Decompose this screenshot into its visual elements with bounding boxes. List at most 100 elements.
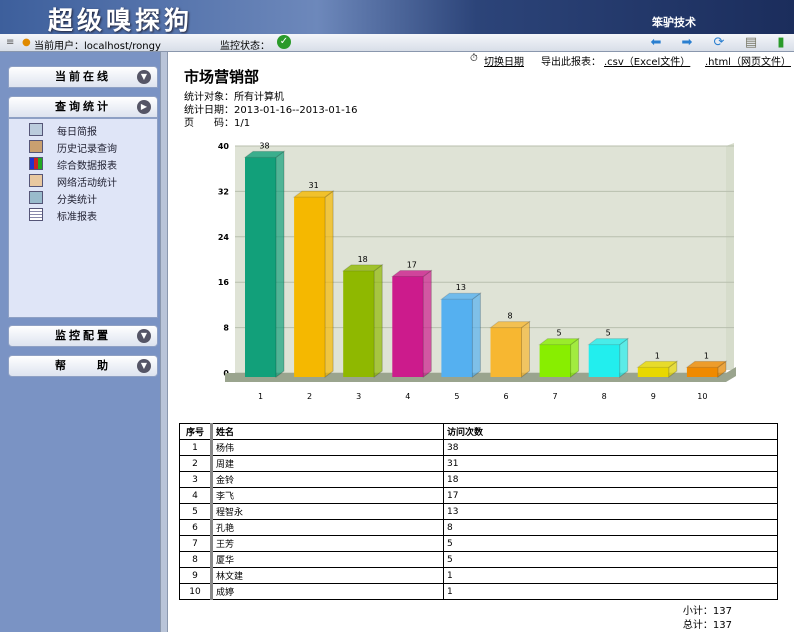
bar-top — [292, 190, 335, 198]
data-label: 17 — [407, 261, 417, 270]
bar-top — [685, 360, 728, 368]
documents-icon — [29, 140, 43, 153]
data-label: 5 — [606, 329, 611, 338]
col-index: 序号 — [179, 423, 212, 440]
x-tick-label: 5 — [454, 392, 459, 401]
chevron-down-icon: ▼ — [137, 359, 151, 373]
x-tick-label: 3 — [356, 392, 361, 401]
bar — [343, 270, 375, 377]
back-icon[interactable]: ⬅ — [650, 35, 662, 50]
user-icon: ● — [22, 37, 31, 48]
bar-side — [619, 337, 629, 378]
menu-item-data-report[interactable]: 综合数据报表 — [9, 155, 157, 172]
menu-item-standard-report[interactable]: 标准报表 — [9, 206, 157, 223]
y-tick-label: 8 — [223, 324, 229, 333]
x-tick-label: 6 — [503, 392, 508, 401]
y-tick-label: 40 — [218, 142, 230, 151]
chevron-right-icon: ▶ — [137, 100, 151, 114]
total: 总计：137 — [682, 620, 732, 631]
row-visits: 17 — [443, 487, 778, 504]
bar-top — [243, 150, 286, 158]
row-index: 1 — [179, 439, 212, 456]
table-row: 7 王芳 5 — [179, 535, 778, 552]
menu-icon[interactable]: ≡ — [6, 37, 15, 48]
company-name: 笨驴技术 — [652, 16, 696, 29]
subtotal: 小计：137 — [682, 606, 732, 617]
x-tick-label: 4 — [405, 392, 410, 401]
section-query-stats[interactable]: 查询统计 ▶ — [8, 96, 158, 118]
stat-date: 统计日期：2013-01-16--2013-01-16 — [184, 105, 358, 116]
menu-item-history-query[interactable]: 历史记录查询 — [9, 138, 157, 155]
menu-item-category-stats[interactable]: 分类统计 — [9, 189, 157, 206]
bar-top — [439, 292, 482, 300]
data-label: 13 — [456, 283, 466, 292]
refresh-icon[interactable]: ⟳ — [713, 35, 725, 50]
row-name: 孔艳 — [210, 519, 444, 536]
menu-item-daily-brief[interactable]: 每日简报 — [9, 121, 157, 138]
row-visits: 38 — [443, 439, 778, 456]
forward-icon[interactable]: ➡ — [681, 35, 693, 50]
x-tick-label: 7 — [553, 392, 558, 401]
bar-side — [324, 190, 334, 378]
table-row: 1 杨伟 38 — [179, 439, 778, 456]
bar — [637, 367, 669, 377]
bar — [294, 197, 326, 377]
data-label: 1 — [655, 351, 660, 360]
chart-floor — [225, 367, 736, 382]
bar-top — [489, 321, 531, 329]
switch-date-link[interactable]: 切换日期 — [484, 57, 524, 68]
row-name: 周建 — [210, 455, 444, 472]
table-row: 5 程智永 13 — [179, 503, 778, 520]
table-row: 2 周建 31 — [179, 455, 778, 472]
export-csv-link[interactable]: .csv（Excel文件） — [604, 57, 691, 68]
contact-icon — [29, 174, 43, 187]
bar — [490, 327, 522, 377]
bar-side — [275, 150, 285, 378]
query-stats-menu: 每日简报 历史记录查询 综合数据报表 网络活动统计 分类统计 标准报表 — [8, 118, 158, 318]
section-monitor-config[interactable]: 监控配置 ▼ — [8, 325, 158, 347]
export-label: 导出此报表： — [541, 57, 601, 68]
bar — [441, 299, 473, 377]
col-name: 姓名 — [210, 423, 444, 440]
print-icon[interactable]: ▤ — [744, 35, 758, 50]
bar-side — [668, 360, 678, 378]
category-icon — [29, 191, 43, 204]
row-visits: 5 — [443, 535, 778, 552]
table-row: 3 金铃 18 — [179, 471, 778, 488]
bar-chart: 081624324038131218317413586575819110 — [218, 141, 736, 401]
current-user: 当前用户：localhost/rongy — [34, 41, 161, 52]
row-visits: 1 — [443, 583, 778, 600]
list-icon — [29, 208, 43, 221]
row-index: 10 — [179, 583, 212, 600]
section-help[interactable]: 帮 助 ▼ — [8, 355, 158, 377]
table-row: 9 林文建 1 — [179, 567, 778, 584]
data-label: 5 — [557, 329, 562, 338]
stat-target: 统计对象：所有计算机 — [184, 92, 284, 103]
exit-icon[interactable]: ▮ — [777, 35, 785, 50]
row-name: 王芳 — [210, 535, 444, 552]
row-name: 程智永 — [210, 503, 444, 520]
row-visits: 18 — [443, 471, 778, 488]
row-name: 厦华 — [210, 551, 444, 568]
export-html-link[interactable]: .html（网页文件） — [705, 57, 791, 68]
x-tick-label: 8 — [602, 392, 607, 401]
sidebar-splitter[interactable] — [160, 52, 168, 632]
status-ok-icon: ✓ — [277, 35, 291, 49]
row-name: 成婷 — [210, 583, 444, 600]
app-header: 超级嗅探狗 笨驴技术 — [0, 0, 794, 34]
x-tick-label: 10 — [697, 392, 707, 401]
row-index: 2 — [179, 455, 212, 472]
bar — [588, 344, 620, 377]
menu-item-network-activity[interactable]: 网络活动统计 — [9, 172, 157, 189]
section-current-online[interactable]: 当前在线 ▼ — [8, 66, 158, 88]
bar-chart-icon — [29, 157, 43, 170]
row-index: 5 — [179, 503, 212, 520]
bar-side — [570, 337, 580, 378]
row-index: 4 — [179, 487, 212, 504]
row-name: 杨伟 — [210, 439, 444, 456]
table-row: 4 李飞 17 — [179, 487, 778, 504]
main-content: ⏱ 切换日期 导出此报表： .csv（Excel文件） .html（网页文件） … — [168, 52, 794, 632]
bar-top — [587, 338, 630, 346]
bar — [686, 367, 718, 377]
row-visits: 1 — [443, 567, 778, 584]
